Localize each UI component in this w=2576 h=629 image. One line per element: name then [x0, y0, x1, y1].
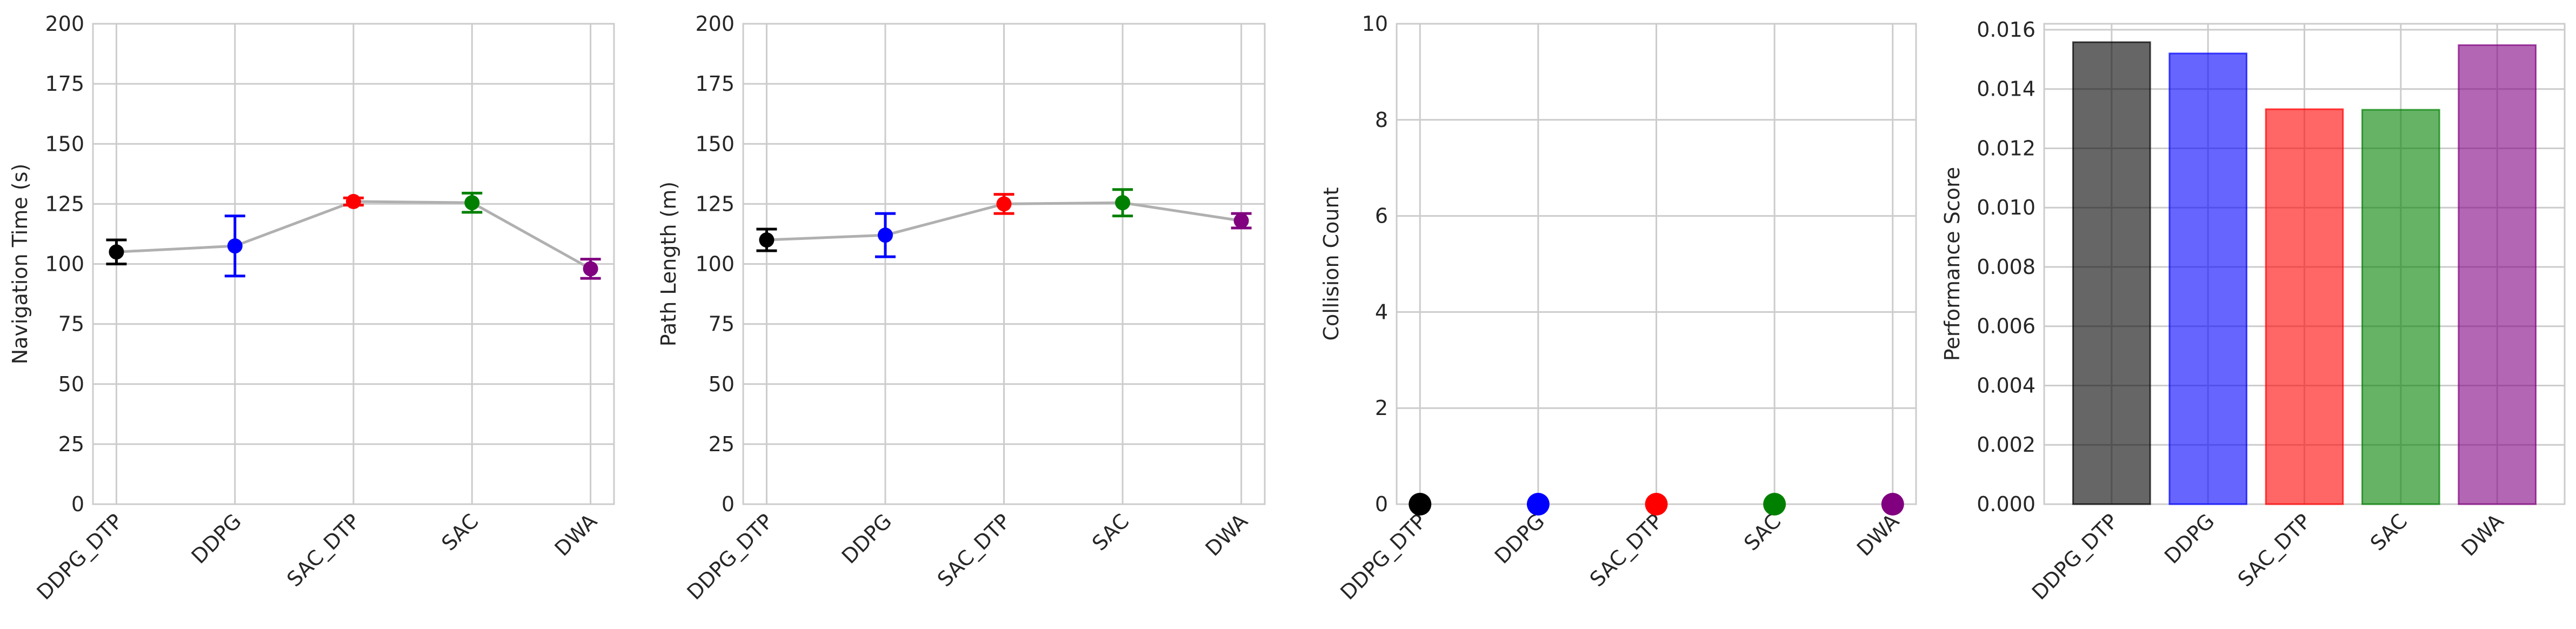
y-tick-label: 0.016 — [1977, 18, 2036, 42]
y-tick-label: 50 — [709, 372, 735, 396]
y-tick-label: 175 — [45, 72, 84, 96]
y-tick-label: 0.008 — [1977, 255, 2036, 279]
point-sac-dtp — [346, 193, 361, 209]
y-tick-label: 6 — [1375, 204, 1388, 228]
y-tick-label: 0.002 — [1977, 433, 2036, 457]
point-sac — [1115, 195, 1131, 211]
y-tick-label: 100 — [45, 252, 84, 276]
y-tick-label: 0.010 — [1977, 196, 2036, 219]
y-tick-label: 75 — [709, 312, 735, 336]
point-ddpg — [227, 238, 243, 254]
bar-ddpg-dtp — [2072, 41, 2151, 505]
y-axis-label: Navigation Time (s) — [8, 164, 32, 365]
axes-frame — [742, 23, 1266, 505]
y-tick-label: 125 — [695, 192, 735, 216]
y-tick-label: 0.000 — [1977, 492, 2036, 516]
y-tick-label: 150 — [45, 132, 84, 156]
y-tick-label: 0 — [722, 492, 735, 516]
point-ddpg-dtp — [759, 232, 775, 248]
y-tick-label: 25 — [58, 432, 84, 456]
point-ddpg-dtp — [1409, 493, 1432, 516]
y-tick-label: 0.014 — [1977, 77, 2036, 101]
y-tick-label: 10 — [1362, 12, 1388, 36]
bar-sac — [2361, 109, 2440, 505]
point-dwa — [1233, 213, 1249, 229]
y-tick-label: 50 — [58, 372, 84, 396]
y-tick-label: 100 — [695, 252, 735, 276]
y-tick-label: 8 — [1375, 108, 1388, 132]
y-tick-label: 2 — [1375, 396, 1388, 420]
point-dwa — [583, 261, 598, 277]
y-tick-label: 0 — [1375, 492, 1388, 516]
bar-dwa — [2458, 44, 2537, 505]
y-tick-label: 25 — [709, 432, 735, 456]
y-tick-label: 0.012 — [1977, 136, 2036, 160]
point-sac — [464, 195, 480, 211]
point-sac-dtp — [996, 196, 1012, 212]
bar-ddpg — [2168, 52, 2247, 505]
bar-sac-dtp — [2265, 108, 2344, 505]
y-tick-label: 0 — [71, 492, 84, 516]
point-sac-dtp — [1645, 493, 1668, 516]
y-axis-label: Performance Score — [1940, 167, 1964, 361]
point-dwa — [1881, 493, 1904, 516]
y-tick-label: 75 — [58, 312, 84, 336]
point-sac — [1763, 493, 1786, 516]
point-ddpg-dtp — [109, 244, 124, 260]
y-tick-label: 4 — [1375, 300, 1388, 324]
y-tick-label: 200 — [695, 12, 735, 36]
point-ddpg — [877, 227, 893, 243]
y-tick-label: 150 — [695, 132, 735, 156]
y-tick-label: 125 — [45, 192, 84, 216]
y-tick-label: 0.006 — [1977, 314, 2036, 338]
y-axis-label: Path Length (m) — [657, 182, 680, 346]
y-tick-label: 200 — [45, 12, 84, 36]
y-tick-label: 175 — [695, 72, 735, 96]
y-axis-label: Collision Count — [1319, 187, 1343, 340]
axes-frame — [92, 23, 615, 505]
y-tick-label: 0.004 — [1977, 373, 2036, 397]
point-ddpg — [1526, 493, 1550, 516]
